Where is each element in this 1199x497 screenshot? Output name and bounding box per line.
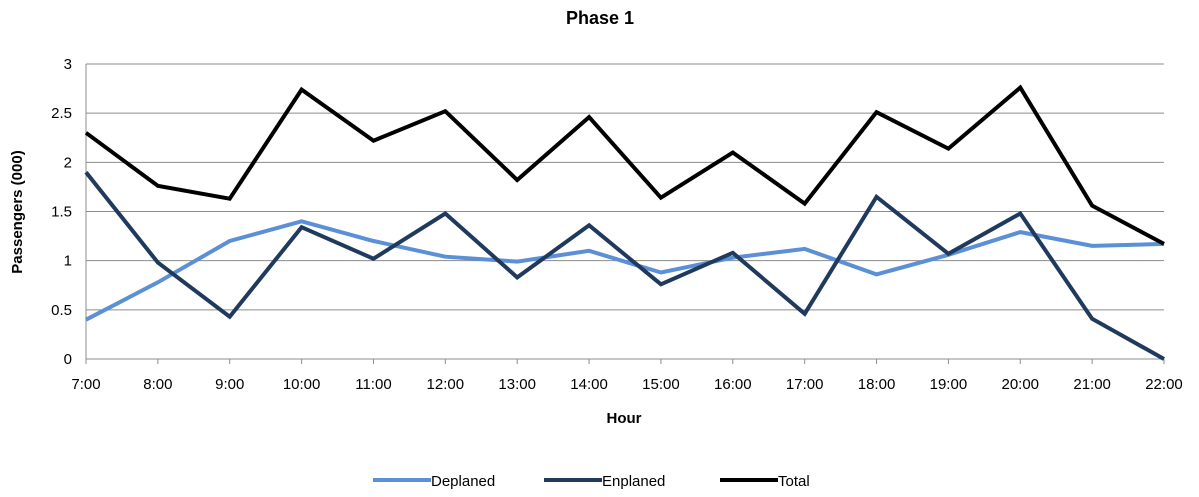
x-tick-label: 14:00 <box>570 376 608 393</box>
y-tick-label: 2 <box>64 154 72 171</box>
legend-label-total: Total <box>778 473 810 490</box>
y-tick-label: 0.5 <box>51 302 72 319</box>
y-tick-label: 3 <box>64 56 72 73</box>
x-axis-title: Hour <box>607 410 642 427</box>
x-tick-labels: 7:00 8:00 9:00 10:00 11:00 12:00 13:00 14:00 15:… <box>71 376 1182 393</box>
x-tick-label: 8:00 <box>143 376 172 393</box>
x-tick-label: 17:00 <box>786 376 824 393</box>
x-tick-label: 19:00 <box>930 376 968 393</box>
y-tick-labels: 0 0.5 1 1.5 2 2.5 3 <box>51 56 72 368</box>
x-tick-label: 16:00 <box>714 376 752 393</box>
x-tick-label: 21:00 <box>1073 376 1111 393</box>
chart-title: Phase 1 <box>566 8 634 28</box>
x-tick-label: 10:00 <box>283 376 321 393</box>
y-tick-label: 1.5 <box>51 204 72 221</box>
x-tick-label: 15:00 <box>642 376 680 393</box>
x-tick-label: 20:00 <box>1001 376 1039 393</box>
x-tick-label: 18:00 <box>858 376 896 393</box>
legend-label-enplaned: Enplaned <box>602 473 665 490</box>
axes <box>85 64 1165 364</box>
series-lines <box>84 84 1165 361</box>
series-line-total <box>84 84 1165 246</box>
legend-label-deplaned: Deplaned <box>431 473 495 490</box>
legend: Deplaned Enplaned Total <box>373 473 810 490</box>
series-line-enplaned <box>84 170 1165 361</box>
y-tick-label: 1 <box>64 253 72 270</box>
y-tick-label: 0 <box>64 351 72 368</box>
x-tick-label: 7:00 <box>71 376 100 393</box>
y-axis-title: Passengers (000) <box>9 150 26 273</box>
x-tick-label: 12:00 <box>427 376 465 393</box>
x-tick-label: 11:00 <box>355 376 391 393</box>
x-tick-label: 13:00 <box>498 376 536 393</box>
x-tick-label: 22:00 <box>1145 376 1183 393</box>
y-tick-label: 2.5 <box>51 105 72 122</box>
x-tick-label: 9:00 <box>215 376 244 393</box>
grid-lines <box>86 63 1164 311</box>
series-line-deplaned <box>85 219 1165 322</box>
